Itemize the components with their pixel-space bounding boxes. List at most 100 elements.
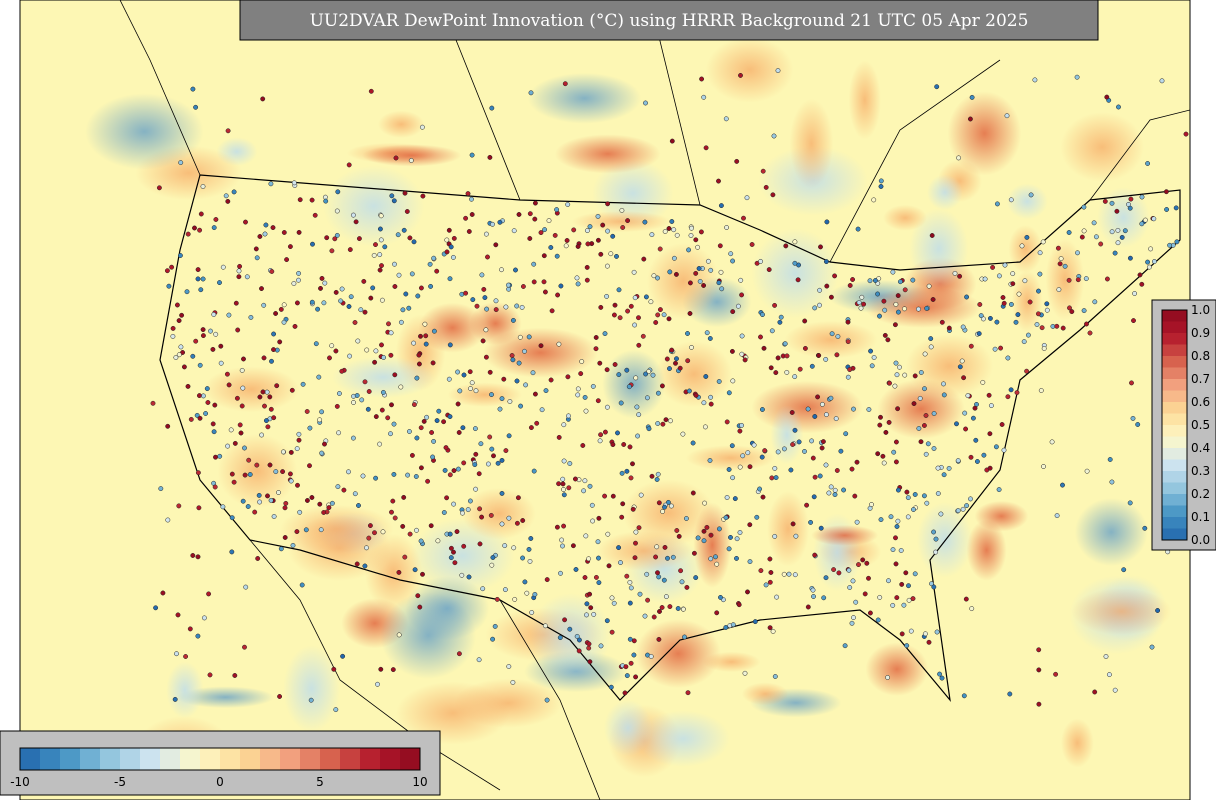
station-dot <box>604 263 610 269</box>
station-dot <box>772 533 778 539</box>
station-dot <box>666 226 672 231</box>
station-dot <box>704 330 710 336</box>
station-dot <box>619 470 625 476</box>
station-dot <box>388 431 393 437</box>
station-dot <box>549 308 555 314</box>
station-dot <box>232 673 238 678</box>
station-dot <box>649 473 655 479</box>
station-dot <box>866 407 872 412</box>
station-dot <box>895 309 901 315</box>
station-dot <box>680 431 686 437</box>
station-dot <box>597 360 603 366</box>
station-dot <box>265 424 271 430</box>
station-dot <box>574 275 580 281</box>
station-dot <box>707 458 713 463</box>
station-dot <box>502 543 508 549</box>
station-dot <box>234 395 240 401</box>
station-dot <box>955 458 961 464</box>
station-dot <box>702 424 708 430</box>
station-dot <box>198 211 204 217</box>
station-dot <box>586 556 592 562</box>
station-dot <box>254 255 260 261</box>
station-dot <box>901 602 907 608</box>
station-dot <box>560 543 565 549</box>
station-dot <box>1039 325 1045 331</box>
station-dot <box>698 229 704 235</box>
station-dot <box>447 414 453 420</box>
station-dot <box>356 236 362 242</box>
station-dot <box>1004 113 1010 119</box>
station-dot <box>280 449 286 455</box>
station-dot <box>406 429 412 434</box>
station-dot <box>609 595 615 601</box>
station-dot <box>667 604 673 610</box>
station-dot <box>528 536 534 541</box>
station-dot <box>185 383 191 389</box>
station-dot <box>636 412 642 418</box>
station-dot <box>396 569 402 575</box>
station-dot <box>466 229 472 234</box>
station-dot <box>582 394 588 400</box>
station-dot <box>961 375 967 381</box>
station-dot <box>1103 654 1109 659</box>
station-dot <box>615 430 620 436</box>
station-dot <box>662 544 668 550</box>
station-dot <box>649 232 655 238</box>
station-dot <box>912 373 918 379</box>
station-dot <box>959 358 965 364</box>
station-dot <box>759 454 765 460</box>
station-dot <box>579 359 585 364</box>
station-dot <box>473 451 479 457</box>
station-dot <box>210 346 216 352</box>
station-dot <box>409 271 415 277</box>
station-dot <box>1005 355 1011 361</box>
station-dot <box>267 394 273 400</box>
station-dot <box>655 275 660 281</box>
colorbar-swatch <box>1162 459 1187 472</box>
station-dot <box>628 303 634 309</box>
station-dot <box>427 261 433 267</box>
station-dot <box>493 298 499 304</box>
station-dot <box>941 472 947 478</box>
station-dot <box>737 428 743 434</box>
station-dot <box>893 360 899 366</box>
station-dot <box>174 302 180 308</box>
station-dot <box>532 200 538 206</box>
station-dot <box>195 276 201 282</box>
station-dot <box>637 591 643 597</box>
station-dot <box>773 370 779 376</box>
station-dot <box>225 443 231 449</box>
station-dot <box>946 325 952 331</box>
station-dot <box>334 403 340 409</box>
station-dot <box>646 426 652 432</box>
colorbar-swatch <box>1162 413 1187 426</box>
colorbar-swatch <box>40 748 61 770</box>
station-dot <box>891 449 897 455</box>
station-dot <box>736 602 742 608</box>
station-dot <box>897 279 903 285</box>
station-dot <box>233 300 239 306</box>
station-dot <box>436 408 442 414</box>
station-dot <box>485 254 490 260</box>
station-dot <box>1173 205 1179 211</box>
station-dot <box>624 367 630 373</box>
borders <box>119 0 1190 800</box>
station-dot <box>419 124 425 130</box>
station-dot <box>881 460 887 466</box>
station-dot <box>405 472 411 478</box>
station-dot <box>770 628 776 634</box>
station-dot <box>729 443 735 449</box>
station-dot <box>543 388 549 394</box>
station-dot <box>558 283 564 289</box>
station-dot <box>790 442 796 447</box>
station-dot <box>218 360 224 366</box>
station-dot <box>587 224 593 230</box>
station-dot <box>906 583 911 589</box>
station-dot <box>912 571 918 577</box>
station-dot <box>375 681 380 687</box>
station-dot <box>416 352 422 358</box>
station-dot <box>1056 287 1062 293</box>
station-dot <box>566 413 571 419</box>
station-dot <box>287 471 293 477</box>
station-dot <box>404 209 410 214</box>
